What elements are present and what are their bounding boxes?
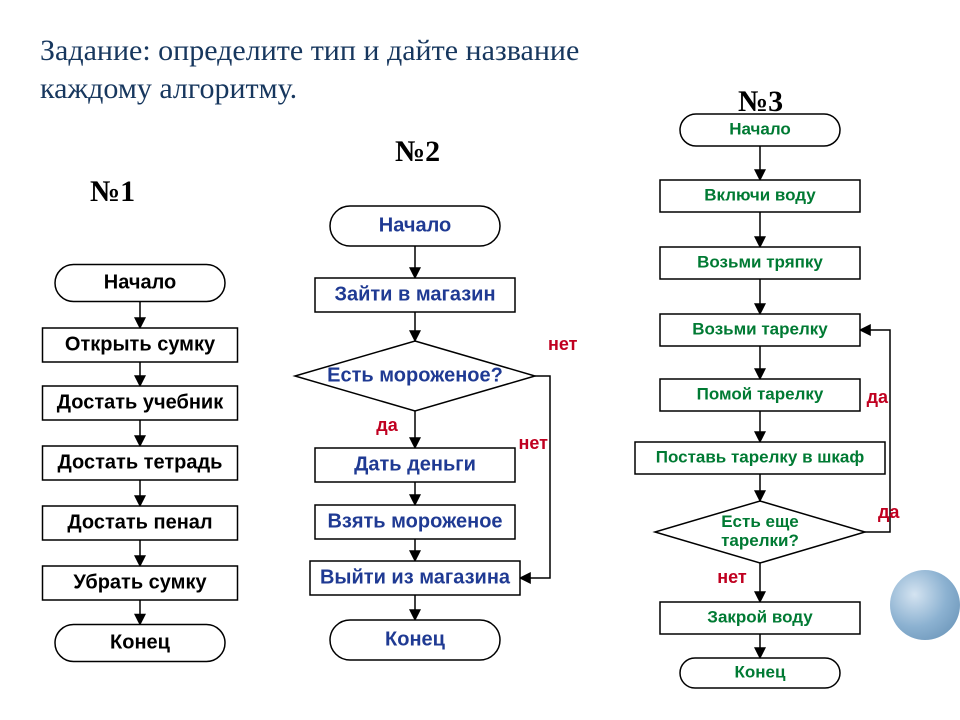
svg-text:Убрать сумку: Убрать сумку bbox=[73, 571, 207, 593]
node-n3: Достать учебник bbox=[43, 386, 238, 420]
svg-text:Помой тарелку: Помой тарелку bbox=[697, 384, 824, 403]
edge-m3-m6: нет bbox=[519, 376, 550, 578]
svg-text:Включи воду: Включи воду bbox=[704, 185, 816, 204]
svg-text:Закрой воду: Закрой воду bbox=[707, 607, 813, 626]
svg-text:Взять мороженое: Взять мороженое bbox=[327, 510, 502, 532]
svg-text:Начало: Начало bbox=[729, 119, 791, 138]
node-k9: Конец bbox=[680, 658, 840, 688]
svg-text:Есть еще: Есть еще bbox=[721, 512, 799, 531]
svg-text:Возьми тарелку: Возьми тарелку bbox=[692, 319, 828, 338]
node-n7: Конец bbox=[55, 625, 225, 662]
node-k6: Поставь тарелку в шкаф bbox=[635, 442, 885, 474]
node-k1: Начало bbox=[680, 114, 840, 146]
svg-text:Начало: Начало bbox=[104, 271, 176, 293]
svg-text:нет: нет bbox=[519, 433, 549, 453]
svg-text:Возьми тряпку: Возьми тряпку bbox=[697, 252, 823, 271]
svg-text:Достать тетрадь: Достать тетрадь bbox=[58, 451, 223, 473]
node-m7: Конец bbox=[330, 620, 500, 660]
svg-text:Достать пенал: Достать пенал bbox=[67, 511, 212, 533]
node-k4: Возьми тарелку bbox=[660, 314, 860, 346]
svg-text:Дать деньги: Дать деньги bbox=[354, 453, 476, 475]
svg-text:да: да bbox=[867, 387, 889, 407]
svg-text:да: да bbox=[376, 415, 398, 435]
node-m6: Выйти из магазина bbox=[310, 561, 520, 595]
edge-k7-k8: нет bbox=[717, 563, 760, 602]
node-m1: Начало bbox=[330, 206, 500, 246]
svg-text:Поставь тарелку в шкаф: Поставь тарелку в шкаф bbox=[656, 447, 865, 466]
node-n5: Достать пенал bbox=[43, 506, 238, 540]
svg-text:Конец: Конец bbox=[110, 631, 171, 653]
svg-text:Выйти из магазина: Выйти из магазина bbox=[320, 566, 511, 588]
node-k3: Возьми тряпку bbox=[660, 247, 860, 279]
svg-text:нет: нет bbox=[548, 334, 578, 354]
node-m5: Взять мороженое bbox=[315, 505, 515, 539]
flowchart-canvas: Начало Открыть сумку Достать учебник Достат… bbox=[0, 0, 960, 720]
node-k5: Помой тарелку bbox=[660, 379, 860, 411]
node-n4: Достать тетрадь bbox=[43, 446, 238, 480]
svg-text:Конец: Конец bbox=[735, 662, 786, 681]
svg-text:Зайти в магазин: Зайти в магазин bbox=[334, 283, 495, 305]
node-m3: Есть мороженое? bbox=[295, 341, 535, 411]
node-n6: Убрать сумку bbox=[43, 566, 238, 600]
svg-text:Начало: Начало bbox=[379, 214, 451, 236]
svg-text:Достать учебник: Достать учебник bbox=[57, 391, 224, 413]
svg-text:Есть мороженое?: Есть мороженое? bbox=[327, 364, 503, 386]
node-m2: Зайти в магазин bbox=[315, 278, 515, 312]
node-k2: Включи воду bbox=[660, 180, 860, 212]
node-n1: Начало bbox=[55, 265, 225, 302]
svg-text:нет: нет bbox=[717, 567, 747, 587]
node-k8: Закрой воду bbox=[660, 602, 860, 634]
node-m4: Дать деньги bbox=[315, 448, 515, 482]
node-n2: Открыть сумку bbox=[43, 328, 238, 362]
svg-text:тарелки?: тарелки? bbox=[721, 531, 799, 550]
svg-text:Открыть сумку: Открыть сумку bbox=[65, 333, 216, 355]
node-k7: Есть ещетарелки? bbox=[655, 501, 865, 563]
decorative-sphere bbox=[890, 570, 960, 640]
edge-m3-m4: да bbox=[376, 411, 415, 448]
svg-text:да: да bbox=[878, 502, 900, 522]
svg-text:Конец: Конец bbox=[385, 628, 446, 650]
